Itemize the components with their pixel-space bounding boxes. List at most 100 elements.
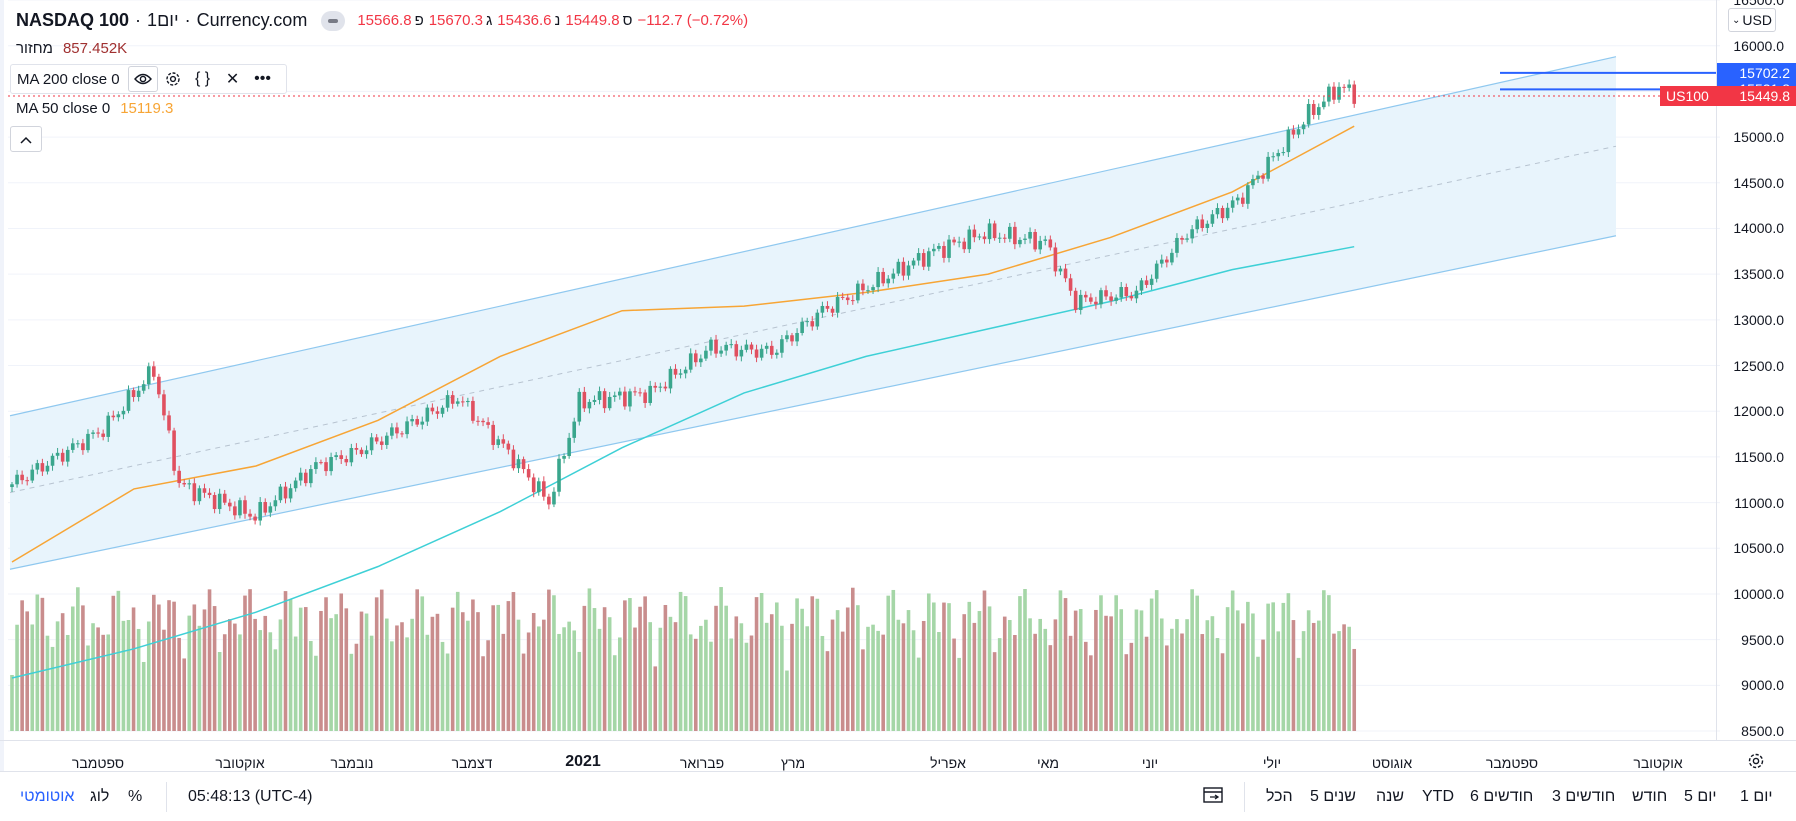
volume-bar [86, 645, 90, 731]
candle-body [1210, 214, 1215, 224]
volume-bar [162, 629, 166, 731]
volume-legend: מחזור 857.452K [16, 40, 127, 57]
ma200-label[interactable]: MA 200 close 0 [17, 70, 120, 88]
volume-bar [693, 638, 698, 731]
currency-label: USD [1742, 12, 1772, 28]
volume-bar [577, 651, 582, 731]
volume-bar [460, 612, 465, 731]
range-1m[interactable]: חודש [1632, 788, 1668, 805]
candle-body [1018, 239, 1022, 245]
minimize-legend-button[interactable] [321, 10, 346, 31]
volume-bar [248, 589, 252, 731]
ma50-label[interactable]: MA 50 close 0 [16, 100, 111, 117]
candle-body [1114, 297, 1118, 301]
price-tick-label: 11000.0 [1734, 494, 1784, 511]
candle-body [309, 469, 313, 484]
candle-body [76, 443, 80, 445]
candle-body [577, 391, 582, 422]
gear-icon[interactable] [158, 66, 188, 92]
candle-body [810, 321, 815, 327]
volume-bar [683, 596, 688, 731]
candle-body [749, 344, 754, 350]
candle-body [293, 480, 298, 489]
volume-bar [962, 614, 967, 731]
candle-body [587, 401, 592, 409]
clock-timezone[interactable]: 05:48:13 (UTC-4) [188, 788, 313, 805]
candle-body [298, 472, 303, 481]
log-scale-toggle[interactable]: לוג [90, 788, 110, 805]
volume-bar [1013, 635, 1017, 731]
candle-body [379, 441, 384, 445]
ma50-line [11, 125, 1355, 563]
collapse-legend-button[interactable] [10, 126, 42, 152]
candle-body [511, 449, 516, 469]
volume-bar [638, 606, 642, 731]
volume-bar [536, 626, 541, 731]
ohlc-label: ס [622, 12, 633, 29]
price-tick-label: 16500.0 [1733, 0, 1784, 8]
volume-bar [602, 607, 607, 731]
volume-bar [1114, 595, 1118, 731]
candle-body [658, 386, 663, 388]
volume-bar [212, 606, 217, 731]
range-6m[interactable]: 6 חודשים [1470, 788, 1534, 805]
close-icon[interactable]: ✕ [225, 71, 240, 88]
volume-bar [881, 634, 885, 731]
candle-body [60, 452, 65, 462]
ohlc-label: ג [485, 12, 493, 29]
volume-bar [1240, 623, 1245, 731]
price-plot[interactable] [4, 0, 1720, 740]
range-3m[interactable]: 3 חודשים [1552, 788, 1616, 805]
volume-bar [172, 601, 176, 731]
ma50-legend[interactable]: MA 50 close 0 15119.3 [16, 100, 173, 117]
volume-bar [572, 630, 577, 731]
volume-bar [420, 596, 425, 731]
interval-label[interactable]: 1יום [147, 10, 179, 30]
symbol-name[interactable]: NASDAQ 100 [16, 10, 130, 30]
volume-bar [233, 623, 237, 731]
range-ytd[interactable]: YTD [1422, 788, 1454, 805]
volume-bar [1246, 601, 1250, 731]
volume-bar [531, 613, 536, 731]
volume-bar [947, 603, 951, 731]
candle-body [582, 391, 587, 409]
ohlc-number: 15449.8 [565, 12, 620, 29]
volume-label[interactable]: מחזור [16, 40, 53, 57]
candle-body [263, 502, 268, 513]
date-range-icon[interactable] [1202, 785, 1226, 810]
price-tag[interactable]: US100 15449.8 [1660, 85, 1796, 106]
volume-bar [1291, 620, 1296, 731]
volume-bar [217, 651, 222, 731]
eye-icon[interactable] [127, 66, 158, 92]
candle-body [896, 261, 901, 274]
candle-body [1129, 295, 1134, 299]
range-all[interactable]: הכל [1266, 788, 1293, 805]
candle-body [268, 506, 273, 513]
candle-body [547, 496, 551, 505]
braces-icon[interactable]: { } [194, 70, 211, 87]
volume-bar [1043, 628, 1048, 731]
candle-body [688, 353, 693, 370]
percent-scale-toggle[interactable]: % [128, 788, 143, 805]
candle-body [962, 241, 967, 250]
range-5y[interactable]: 5 שנים [1310, 788, 1356, 805]
range-1d[interactable]: 1 יום [1740, 788, 1773, 805]
price-scale[interactable]: 16500.016000.015500.015000.014500.014000… [1716, 0, 1796, 740]
price-tag[interactable]: 15702.2 [1717, 62, 1796, 83]
currency-button[interactable]: ⌄ USD [1728, 8, 1776, 32]
range-1y[interactable]: שנה [1376, 788, 1405, 805]
time-axis-label: יוני [1141, 755, 1159, 771]
ma200-legend[interactable]: MA 200 close 0 { } ✕ ••• [10, 64, 287, 94]
candle-body [1261, 175, 1265, 179]
volume-bar [866, 626, 870, 731]
price-tick-label: 14000.0 [1733, 220, 1784, 237]
gear-icon[interactable] [1742, 748, 1770, 774]
candle-body [724, 344, 728, 351]
range-5d[interactable]: 5 יום [1684, 788, 1717, 805]
auto-scale-toggle[interactable]: אוטומטי [20, 788, 75, 805]
more-icon[interactable]: ••• [254, 70, 271, 87]
candle-body [141, 384, 146, 391]
candle-body [1276, 152, 1281, 157]
volume-bar [1159, 618, 1164, 731]
